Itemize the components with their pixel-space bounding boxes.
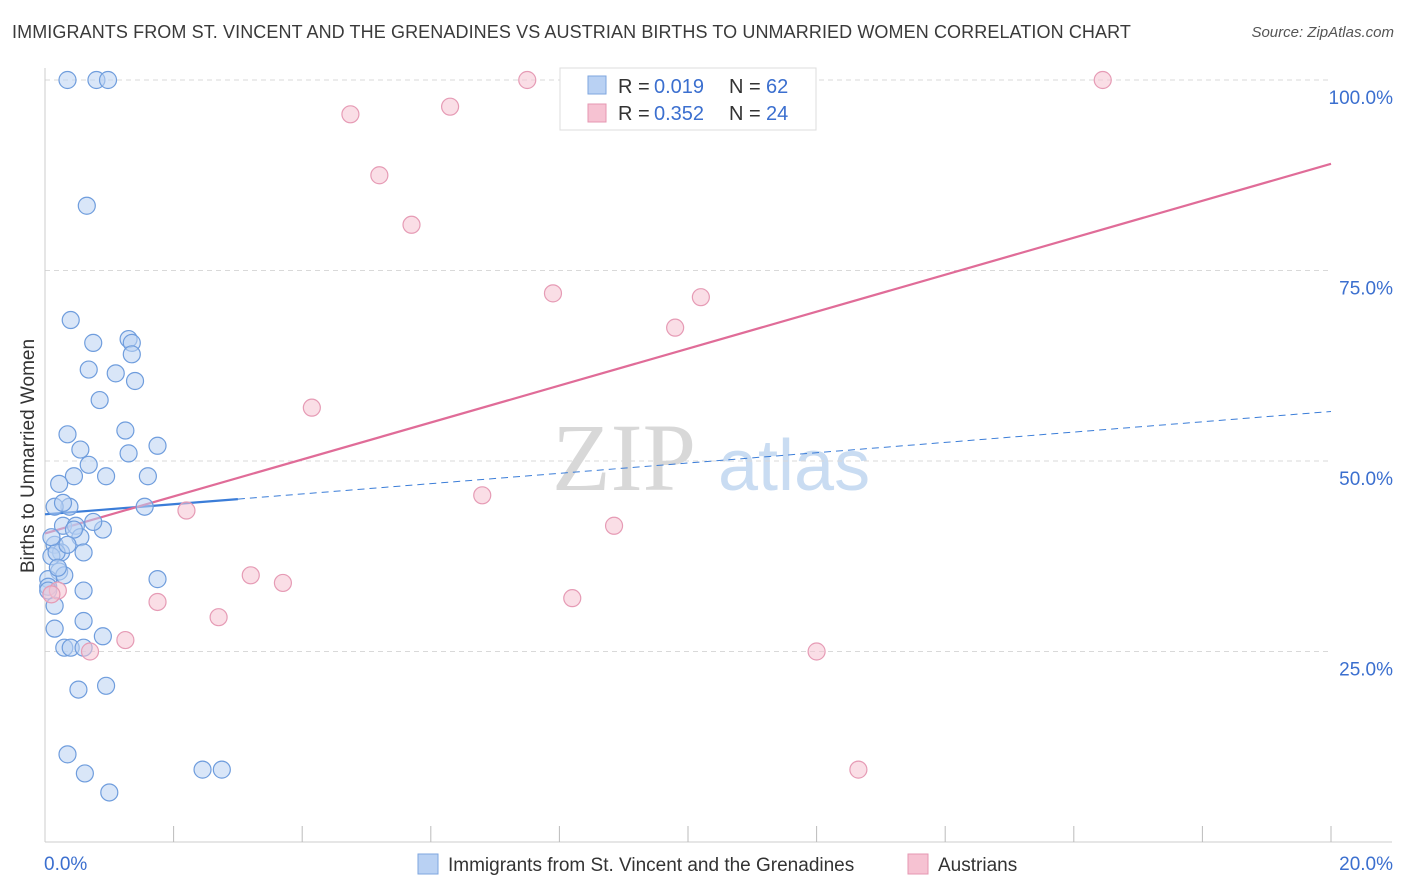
watermark-atlas: atlas [718, 426, 870, 506]
point-blue [69, 680, 88, 699]
point-pink [563, 589, 582, 608]
point-pink [148, 592, 167, 612]
point-blue [193, 760, 212, 779]
y-tick-label: 25.0% [1339, 660, 1393, 681]
point-pink [543, 284, 563, 303]
point-blue [71, 440, 90, 459]
point-blue [100, 783, 119, 802]
y-tick-label: 100.0% [1329, 88, 1394, 109]
legend-label-pink: Austrians [938, 855, 1017, 876]
point-pink [302, 398, 321, 417]
point-pink [1093, 70, 1112, 90]
point-pink [604, 516, 624, 535]
point-blue [135, 497, 154, 516]
chart-title: IMMIGRANTS FROM ST. VINCENT AND THE GREN… [12, 22, 1131, 42]
stats-n-value-blue: 62 [766, 76, 788, 98]
point-blue [53, 493, 73, 513]
point-blue [93, 627, 112, 646]
point-blue [148, 436, 167, 455]
point-blue [84, 333, 103, 352]
stats-n-label-blue: N = [729, 76, 761, 98]
data-points [39, 70, 1112, 802]
point-blue [61, 310, 80, 330]
stats-r-value-pink: 0.352 [654, 103, 704, 125]
legend-label-blue: Immigrants from St. Vincent and the Gren… [448, 855, 854, 876]
point-pink [807, 642, 826, 661]
point-blue [84, 512, 103, 532]
point-blue [64, 520, 84, 539]
trend-line-pink-solid [44, 162, 1332, 535]
point-blue [212, 760, 231, 779]
chart-source: Source: ZipAtlas.com [1251, 24, 1394, 41]
point-blue [75, 764, 94, 783]
point-pink [849, 760, 868, 779]
point-blue [148, 570, 167, 589]
legend-swatch-pink [907, 853, 929, 875]
gridlines [45, 79, 1331, 652]
point-pink [440, 97, 460, 116]
point-pink [691, 288, 710, 307]
point-blue [74, 611, 93, 631]
stats-swatch-blue [587, 75, 607, 95]
point-pink [42, 585, 61, 604]
point-blue [106, 364, 125, 383]
point-blue [58, 745, 77, 764]
point-blue [77, 196, 96, 215]
point-pink [80, 642, 100, 661]
point-pink [273, 573, 293, 593]
point-blue [64, 467, 84, 486]
point-pink [473, 486, 492, 505]
point-pink [402, 215, 421, 234]
point-pink [177, 501, 196, 520]
trend-line-blue-dashed [237, 410, 1332, 500]
watermark-zip: ZIP [552, 404, 696, 511]
point-pink [370, 166, 389, 185]
point-blue [74, 581, 93, 600]
point-pink [209, 608, 228, 627]
point-blue [58, 535, 77, 554]
point-blue [122, 345, 141, 364]
stats-n-value-pink: 24 [766, 103, 788, 125]
point-pink [241, 566, 260, 585]
stats-swatch-pink [587, 103, 607, 123]
point-blue [42, 528, 61, 547]
point-blue [96, 467, 116, 486]
point-blue [96, 676, 116, 695]
legend-swatch-blue [417, 853, 439, 875]
axes: 25.0% 50.0% 75.0% 100.0% 0.0% 20.0% [44, 68, 1393, 875]
x-tick-label: 0.0% [44, 854, 87, 875]
stats-n-label-pink: N = [729, 103, 761, 125]
point-pink [116, 630, 135, 650]
y-tick-label: 50.0% [1339, 469, 1393, 490]
point-pink [518, 70, 537, 90]
x-tick-label: 20.0% [1339, 854, 1393, 875]
point-blue [58, 425, 77, 444]
point-blue [98, 70, 118, 90]
series-legend: Immigrants from St. Vincent and the Gren… [417, 853, 1017, 876]
point-blue [74, 543, 93, 562]
y-axis-title: Births to Unmarried Women [18, 339, 39, 573]
point-blue [138, 467, 157, 486]
point-blue [116, 421, 135, 440]
y-tick-label: 75.0% [1339, 279, 1393, 300]
point-blue [58, 70, 77, 90]
point-blue [79, 360, 98, 379]
point-blue [125, 371, 145, 391]
point-blue [45, 619, 64, 638]
point-blue [48, 558, 67, 577]
point-blue [79, 455, 98, 474]
point-blue [119, 444, 138, 463]
point-blue [50, 474, 69, 493]
point-pink [341, 105, 360, 124]
point-pink [666, 318, 685, 337]
stats-r-label-pink: R = [618, 103, 650, 125]
stats-legend: R = 0.019 N = 62 R = 0.352 N = 24 [559, 67, 817, 131]
stats-r-label-blue: R = [618, 76, 650, 98]
stats-r-value-blue: 0.019 [654, 76, 704, 98]
point-blue [90, 390, 109, 410]
